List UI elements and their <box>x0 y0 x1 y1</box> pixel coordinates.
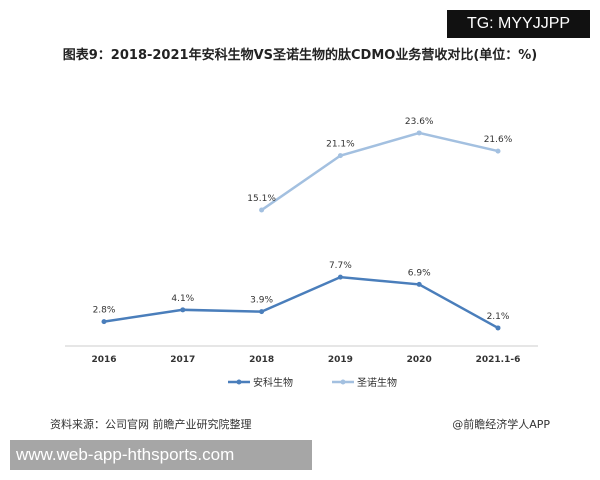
data-label: 21.1% <box>326 140 355 150</box>
data-point <box>416 281 422 287</box>
brand-note: @前瞻经济学人APP <box>452 418 550 431</box>
data-point <box>101 319 107 325</box>
data-point <box>259 309 265 315</box>
legend-marker <box>236 379 242 385</box>
data-point <box>337 274 343 280</box>
data-label: 3.9% <box>250 296 273 306</box>
x-tick-label: 2017 <box>170 355 195 365</box>
data-label: 4.1% <box>171 294 194 304</box>
url-badge: www.web-app-hthsports.com <box>10 440 312 470</box>
data-label: 2.1% <box>487 312 510 322</box>
data-label: 2.8% <box>93 306 116 316</box>
x-tick-label: 2019 <box>328 355 353 365</box>
series-line-0 <box>103 275 499 330</box>
legend-label: 圣诺生物 <box>357 376 397 389</box>
data-label: 23.6% <box>405 117 434 127</box>
data-point <box>495 148 501 154</box>
data-point <box>495 325 501 331</box>
series-line-1 <box>260 131 499 212</box>
tg-badge: TG: MYYJJPP <box>447 10 590 38</box>
source-note: 资料来源：公司官网 前瞻产业研究院整理 <box>50 418 252 431</box>
chart-title: 图表9：2018-2021年安科生物VS圣诺生物的肽CDMO业务营收对比(单位：… <box>62 48 538 63</box>
data-point <box>259 207 265 213</box>
data-point <box>416 130 422 136</box>
x-tick-label: 2016 <box>91 355 116 365</box>
data-label: 21.6% <box>484 135 513 145</box>
legend-marker <box>340 379 346 385</box>
x-tick-label: 2018 <box>249 355 274 365</box>
data-point <box>180 307 186 313</box>
data-label: 6.9% <box>408 268 431 278</box>
data-label: 15.1% <box>247 194 276 204</box>
legend-label: 安科生物 <box>253 376 293 389</box>
x-tick-label: 2021.1-6 <box>476 355 521 365</box>
data-point <box>337 153 343 159</box>
data-label: 7.7% <box>329 261 352 271</box>
x-tick-label: 2020 <box>407 355 432 365</box>
